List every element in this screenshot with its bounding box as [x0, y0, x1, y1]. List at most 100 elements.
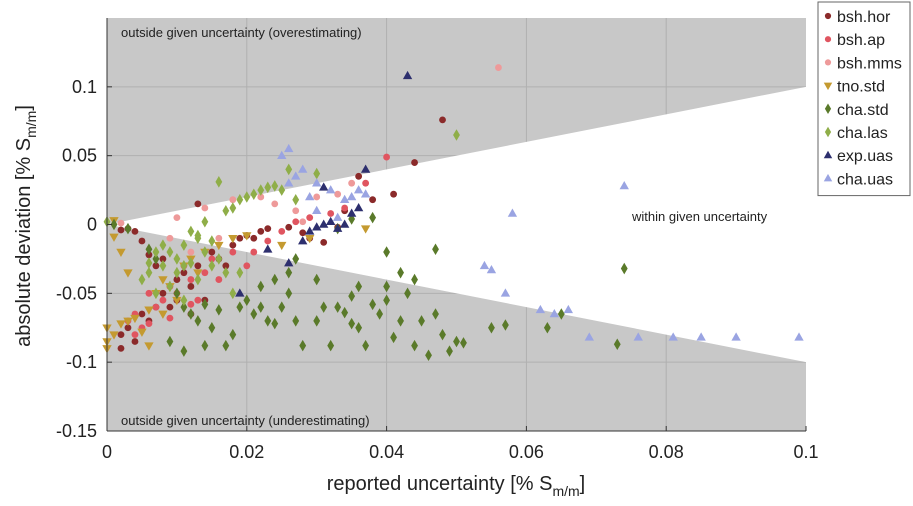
data-point	[159, 255, 167, 263]
data-point	[383, 294, 391, 306]
y-tick-label: -0.05	[56, 283, 97, 303]
data-point	[229, 248, 237, 256]
data-point	[320, 238, 328, 246]
data-point	[418, 315, 425, 327]
data-point	[180, 345, 188, 357]
data-point	[320, 301, 328, 313]
legend-label: cha.las	[837, 125, 888, 142]
data-point	[312, 178, 322, 187]
data-point	[332, 212, 343, 221]
data-point	[794, 332, 804, 341]
y-tick-label: -0.15	[56, 421, 97, 441]
data-point	[341, 204, 349, 212]
data-point	[397, 266, 404, 279]
data-point	[390, 190, 397, 198]
data-point	[137, 328, 147, 337]
data-point	[145, 320, 153, 328]
data-point	[348, 179, 356, 187]
data-point	[271, 200, 279, 208]
data-point	[131, 338, 139, 345]
data-point	[229, 287, 237, 300]
data-point	[180, 269, 188, 277]
data-point	[144, 342, 154, 351]
data-point	[346, 208, 357, 217]
series-cha-las	[103, 129, 460, 306]
data-point	[250, 234, 258, 242]
data-point	[187, 276, 195, 283]
data-point	[362, 179, 370, 187]
data-point	[166, 335, 174, 348]
data-point	[145, 289, 153, 297]
data-point	[117, 219, 125, 227]
data-point	[201, 246, 209, 258]
data-point	[313, 273, 321, 286]
y-tick-label: 0.1	[72, 77, 97, 97]
legend-label: exp.uas	[837, 148, 893, 165]
data-point	[278, 184, 286, 196]
data-point	[194, 262, 202, 270]
data-point	[116, 248, 126, 257]
data-point	[291, 171, 301, 180]
legend-label: cha.uas	[837, 171, 893, 188]
data-point	[229, 202, 237, 214]
data-point	[173, 253, 181, 265]
x-tick-label: 0	[102, 442, 112, 462]
data-point	[228, 234, 238, 244]
y-tick-labels: -0.15 -0.1 -0.05 0 0.05 0.1	[56, 77, 97, 441]
data-point	[173, 287, 181, 300]
data-point	[360, 189, 371, 198]
annotation-underestimating: outside given uncertainty (underestimati…	[121, 413, 370, 428]
data-point	[158, 310, 168, 319]
legend-label: cha.std	[837, 102, 889, 119]
legend-marker	[823, 150, 833, 159]
data-point	[376, 308, 384, 320]
data-point	[222, 266, 230, 279]
data-point	[215, 304, 223, 316]
legend-marker	[824, 36, 832, 43]
data-point	[138, 310, 146, 318]
data-point	[159, 239, 167, 251]
data-point	[242, 232, 252, 241]
data-point	[201, 339, 209, 352]
data-point	[731, 332, 741, 341]
data-point	[243, 191, 251, 203]
data-point	[145, 266, 153, 279]
data-point	[264, 315, 272, 327]
data-point	[215, 276, 223, 283]
x-tick-label: 0.1	[793, 442, 818, 462]
data-point	[173, 266, 181, 279]
legend-marker	[824, 103, 832, 115]
data-point	[152, 287, 160, 300]
data-point	[152, 246, 160, 258]
data-point	[110, 218, 118, 231]
data-point	[439, 328, 446, 341]
data-point	[613, 338, 621, 351]
data-point	[348, 317, 356, 330]
legend-label: bsh.ap	[837, 32, 885, 49]
data-point	[166, 246, 174, 258]
data-point	[360, 164, 371, 173]
data-point	[208, 235, 216, 247]
data-point	[130, 314, 140, 324]
data-point	[292, 315, 300, 327]
data-point	[257, 193, 265, 201]
axes	[106, 18, 807, 432]
x-tick-label: 0.08	[649, 442, 684, 462]
x-axis-label: reported uncertainty [% Sm/m]	[327, 473, 585, 499]
data-point	[222, 204, 230, 217]
data-point	[173, 276, 181, 283]
y-tick-label: 0.05	[62, 146, 97, 166]
data-point	[383, 153, 391, 161]
data-point	[257, 280, 265, 293]
data-point	[236, 234, 244, 242]
data-point	[346, 192, 357, 201]
data-point	[549, 309, 560, 318]
data-point	[277, 150, 287, 159]
data-point	[215, 253, 223, 265]
data-point	[668, 332, 678, 341]
data-point	[362, 339, 370, 352]
legend: bsh.hor bsh.ap bsh.mms tno.std cha.std cha.la…	[817, 1, 911, 197]
data-point	[166, 280, 174, 293]
data-point	[327, 210, 335, 217]
data-point	[194, 296, 202, 304]
